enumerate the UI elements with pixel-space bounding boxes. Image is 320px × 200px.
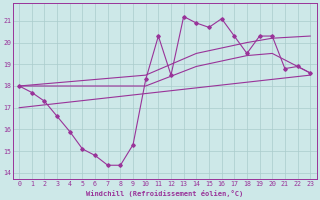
X-axis label: Windchill (Refroidissement éolien,°C): Windchill (Refroidissement éolien,°C) xyxy=(86,190,243,197)
